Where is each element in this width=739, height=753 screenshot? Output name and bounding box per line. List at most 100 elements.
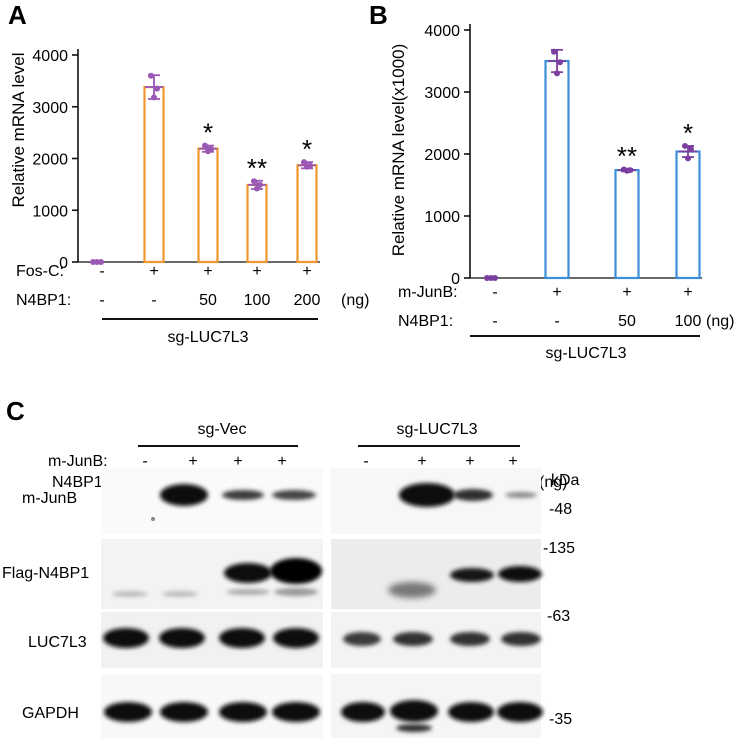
band-n4bp1-vec-3-faint xyxy=(226,589,270,595)
panel-a-axes: 0 1000 2000 3000 4000 xyxy=(32,48,320,272)
band-luc7l3-luc-4 xyxy=(501,632,541,646)
panel-c-junb-label: m-JunB: xyxy=(48,453,108,470)
band-junb-luc-2 xyxy=(399,483,455,507)
panel-c-letter: C xyxy=(6,396,25,426)
blot-label-junb: m-JunB xyxy=(22,490,77,507)
panel-c-junb-value: - xyxy=(363,453,368,470)
panel-a-row2-value: - xyxy=(99,292,104,309)
band-n4bp1-vec-3 xyxy=(224,563,272,583)
panel-b-group-label: sg-LUC7L3 xyxy=(546,345,627,362)
panel-a-row1-label: Fos-C: xyxy=(16,263,64,280)
panel-b-data-point xyxy=(688,146,694,153)
marker-63: -63 xyxy=(547,608,570,625)
panel-a-row1-value: - xyxy=(99,263,104,280)
panel-c-junb-value: + xyxy=(233,453,242,470)
marker-35: -35 xyxy=(549,711,572,728)
band-n4bp1-vec-bg-2 xyxy=(162,591,198,597)
blot-junb-bands xyxy=(151,483,537,521)
band-n4bp1-vec-4 xyxy=(270,558,322,584)
panel-a-data-point xyxy=(148,72,154,79)
band-n4bp1-vec-4-faint xyxy=(274,588,318,596)
blot-speck xyxy=(151,517,155,521)
panel-b-y-tick-label: 4000 xyxy=(424,23,460,40)
panel-c-group-sg-vec: sg-Vec xyxy=(198,421,247,438)
panel-c-junb-value: + xyxy=(188,453,197,470)
band-luc7l3-luc-3 xyxy=(450,632,490,646)
band-gapdh-luc-2-extra xyxy=(396,724,432,732)
band-n4bp1-luc-bg xyxy=(388,582,436,598)
band-junb-vec-2 xyxy=(160,484,208,506)
panel-b-row2-value: - xyxy=(492,313,497,330)
panel-b-row1-value: + xyxy=(622,284,631,301)
band-n4bp1-luc-4 xyxy=(498,566,542,582)
band-gapdh-luc-3 xyxy=(448,702,494,722)
panel-a-row2-value: - xyxy=(151,292,156,309)
panel-c-junb-value: + xyxy=(465,453,474,470)
blot-label-flag-n4bp1: Flag-N4BP1 xyxy=(2,565,89,582)
band-junb-vec-3 xyxy=(222,490,264,500)
band-luc7l3-vec-3 xyxy=(219,628,265,648)
panel-b-row2-label: N4BP1: xyxy=(398,313,453,330)
panel-b-row2-value: - xyxy=(554,313,559,330)
panel-a-condition-values: - + + + + - - 50 100 200 xyxy=(99,263,320,309)
panel-a-bar xyxy=(296,164,318,264)
panel-a-data-point xyxy=(154,85,160,92)
panel-b-data-point xyxy=(551,48,557,55)
panel-c-group-sg-luc7l3: sg-LUC7L3 xyxy=(397,421,478,438)
panel-b-row1-value: + xyxy=(683,284,692,301)
panel-b-y-tick-label: 0 xyxy=(451,271,460,288)
band-gapdh-vec-2 xyxy=(160,702,208,722)
panel-c-junb-value: + xyxy=(417,453,426,470)
panel-a-y-tick-label: 4000 xyxy=(32,48,68,65)
panel-b-y-tick-label: 2000 xyxy=(424,147,460,164)
band-junb-vec-4 xyxy=(272,490,316,500)
panel-c-junb-value: + xyxy=(277,453,286,470)
panel-b-bar xyxy=(675,150,701,280)
panel-b-row1-value: - xyxy=(492,284,497,301)
band-gapdh-vec-4 xyxy=(272,702,320,722)
blot-gapdh-bands xyxy=(104,700,543,732)
panel-b-data-point xyxy=(492,275,498,281)
panel-c-n4bp1-label: N4BP1: xyxy=(52,474,107,491)
band-junb-luc-3 xyxy=(453,489,493,501)
blot-box-junb-vec xyxy=(101,468,323,534)
panel-c-junb-value: + xyxy=(508,453,517,470)
panel-a-row1-value: + xyxy=(302,263,311,280)
band-gapdh-luc-4 xyxy=(497,702,543,722)
panel-a-data-point xyxy=(202,142,208,149)
band-luc7l3-vec-1 xyxy=(103,628,149,648)
panel-b-y-axis-label: Relative mRNA level(x1000) xyxy=(389,44,408,257)
panel-c-junb-value: - xyxy=(142,453,147,470)
panel-b-condition-values: - + + + - - 50 100 xyxy=(492,284,701,330)
panel-a-unit: (ng) xyxy=(341,292,369,309)
panel-b-bar xyxy=(544,59,570,280)
blot-n4bp1-bands xyxy=(112,558,542,598)
panel-b-significance: * xyxy=(683,118,693,148)
panel-c: C sg-Vec sg-LUC7L3 m-JunB: N4BP1: - + + + - -… xyxy=(2,396,580,738)
panel-a-letter: A xyxy=(8,0,27,30)
panel-b: B Relative mRNA level(x1000) 0 1000 2000 30… xyxy=(369,0,734,362)
band-luc7l3-vec-2 xyxy=(159,628,205,648)
panel-b-unit: (ng) xyxy=(706,313,734,330)
panel-a-bars: **** xyxy=(90,72,318,265)
panel-a: A Relative mRNA level 01000200030004000 … xyxy=(8,0,369,346)
panel-a-data-point xyxy=(251,178,257,185)
panel-a-row1-value: + xyxy=(252,263,261,280)
panel-a-y-tick-label: 1000 xyxy=(32,203,68,220)
panel-a-bar xyxy=(197,147,219,264)
panel-b-bars: *** xyxy=(484,48,701,281)
panel-a-y-axis-label: Relative mRNA level xyxy=(9,53,28,208)
panel-b-axes: 0 1000 2000 3000 4000 xyxy=(424,23,702,288)
marker-kda: kDa xyxy=(551,472,580,489)
panel-a-y-tick-label: 0 xyxy=(59,255,68,272)
band-n4bp1-vec-bg-1 xyxy=(112,591,148,597)
panel-a-row2-value: 200 xyxy=(294,292,321,309)
band-gapdh-vec-3 xyxy=(219,702,267,722)
panel-b-row2-value: 50 xyxy=(618,313,636,330)
panel-a-significance: ** xyxy=(247,153,267,183)
panel-c-unit: (ng) xyxy=(539,474,567,491)
panel-b-data-point xyxy=(557,59,563,66)
panel-b-row1-value: + xyxy=(552,284,561,301)
panel-a-data-point xyxy=(304,163,310,170)
panel-a-y-tick-label: 2000 xyxy=(32,152,68,169)
